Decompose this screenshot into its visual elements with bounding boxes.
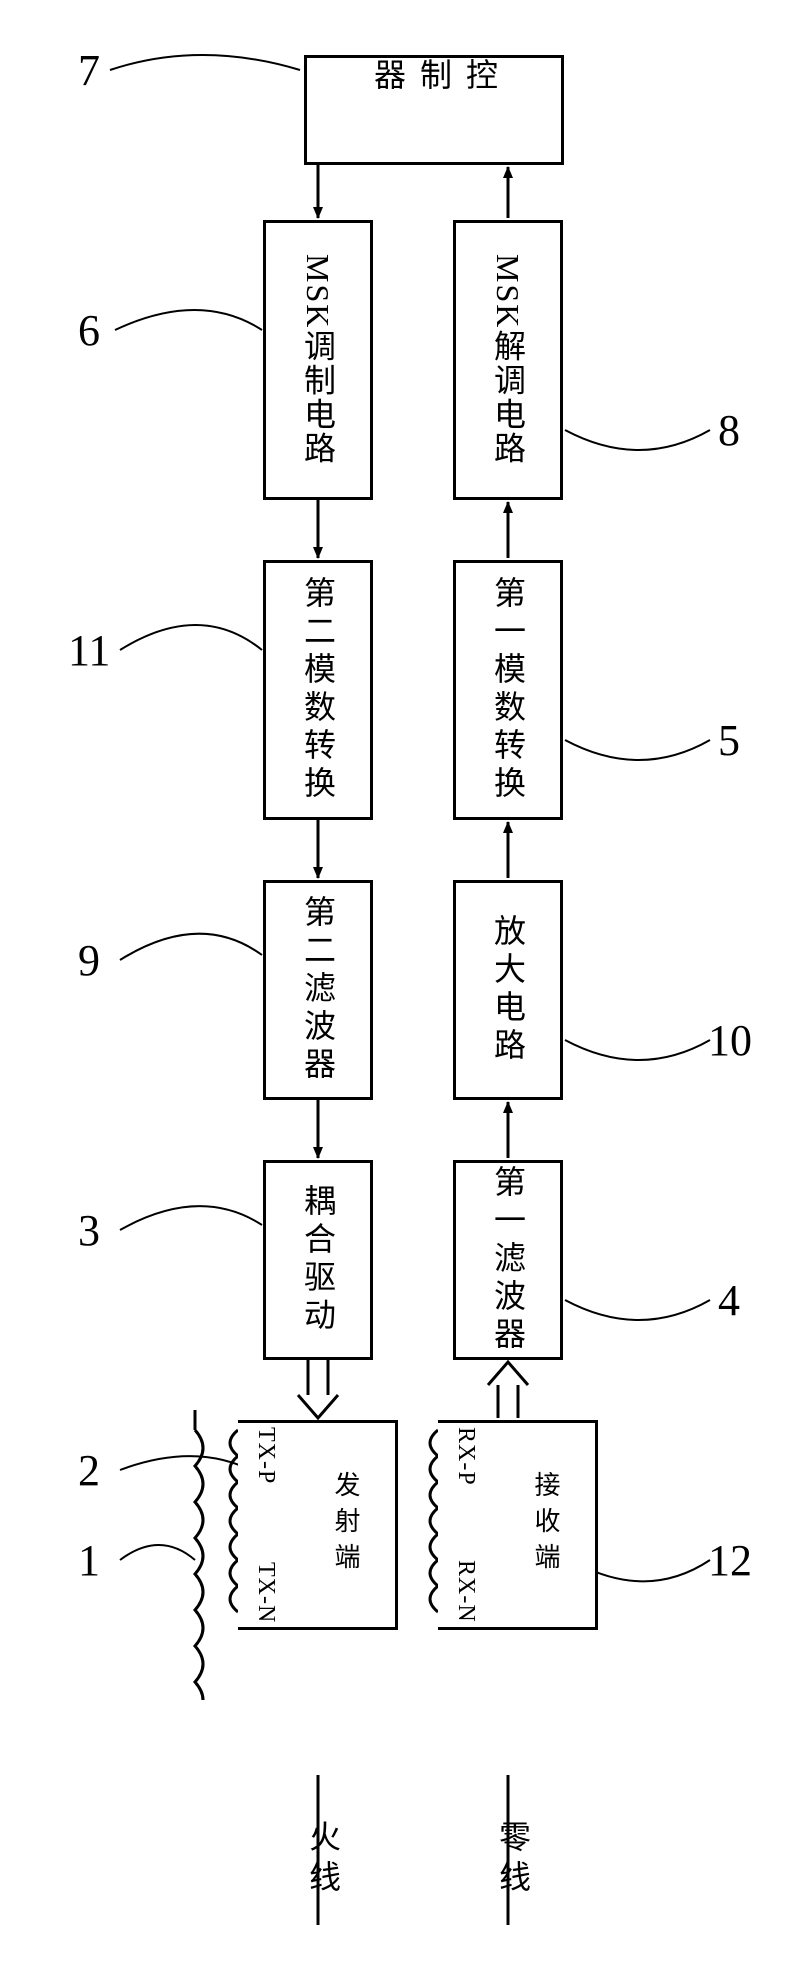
tx-block: TX-P TX-N 发射端 bbox=[238, 1420, 398, 1630]
msk-mod-block: MSK调制电路 bbox=[263, 220, 373, 500]
rx-name: 接收端 bbox=[527, 1471, 564, 1579]
first-filter-block: 第一滤波器 bbox=[453, 1160, 563, 1360]
fire-line-label: 火线 bbox=[300, 1820, 346, 1900]
rx-block: RX-P RX-N 接收端 bbox=[438, 1420, 598, 1630]
tx-name: 发射端 bbox=[327, 1471, 364, 1579]
callout-2: 2 bbox=[78, 1445, 100, 1496]
first-filter-label: 第一滤波器 bbox=[485, 1165, 531, 1355]
zero-line-label: 零线 bbox=[490, 1820, 536, 1900]
callout-1: 1 bbox=[78, 1535, 100, 1586]
coupling-drive-label: 耦合驱动 bbox=[295, 1184, 341, 1336]
callout-12: 12 bbox=[708, 1535, 752, 1586]
tx-pin-p: TX-P bbox=[252, 1427, 279, 1484]
second-filter-label: 第二滤波器 bbox=[295, 895, 341, 1085]
callout-5: 5 bbox=[718, 715, 740, 766]
controller-label: 控制器 bbox=[365, 58, 503, 162]
rx-pin-p: RX-P bbox=[452, 1427, 479, 1486]
second-adc-label: 第二模数转换 bbox=[295, 576, 341, 804]
callout-6: 6 bbox=[78, 305, 100, 356]
first-adc-label: 第一模数转换 bbox=[485, 576, 531, 804]
tx-pin-n: TX-N bbox=[252, 1562, 279, 1623]
first-adc-block: 第一模数转换 bbox=[453, 560, 563, 820]
second-adc-block: 第二模数转换 bbox=[263, 560, 373, 820]
rx-pin-n: RX-N bbox=[452, 1560, 479, 1623]
msk-demod-block: MSK解调电路 bbox=[453, 220, 563, 500]
amp-block: 放大电路 bbox=[453, 880, 563, 1100]
callout-3: 3 bbox=[78, 1205, 100, 1256]
coupling-drive-block: 耦合驱动 bbox=[263, 1160, 373, 1360]
callout-10: 10 bbox=[708, 1015, 752, 1066]
msk-mod-label: MSK调制电路 bbox=[295, 254, 341, 465]
amp-label: 放大电路 bbox=[485, 914, 531, 1066]
callout-9: 9 bbox=[78, 935, 100, 986]
callout-7: 7 bbox=[78, 45, 100, 96]
callout-4: 4 bbox=[718, 1275, 740, 1326]
controller-block: 控制器 bbox=[304, 55, 564, 165]
msk-demod-label: MSK解调电路 bbox=[485, 254, 531, 465]
second-filter-block: 第二滤波器 bbox=[263, 880, 373, 1100]
callout-11: 11 bbox=[68, 625, 110, 676]
callout-8: 8 bbox=[718, 405, 740, 456]
diagram-lines bbox=[0, 0, 800, 1968]
